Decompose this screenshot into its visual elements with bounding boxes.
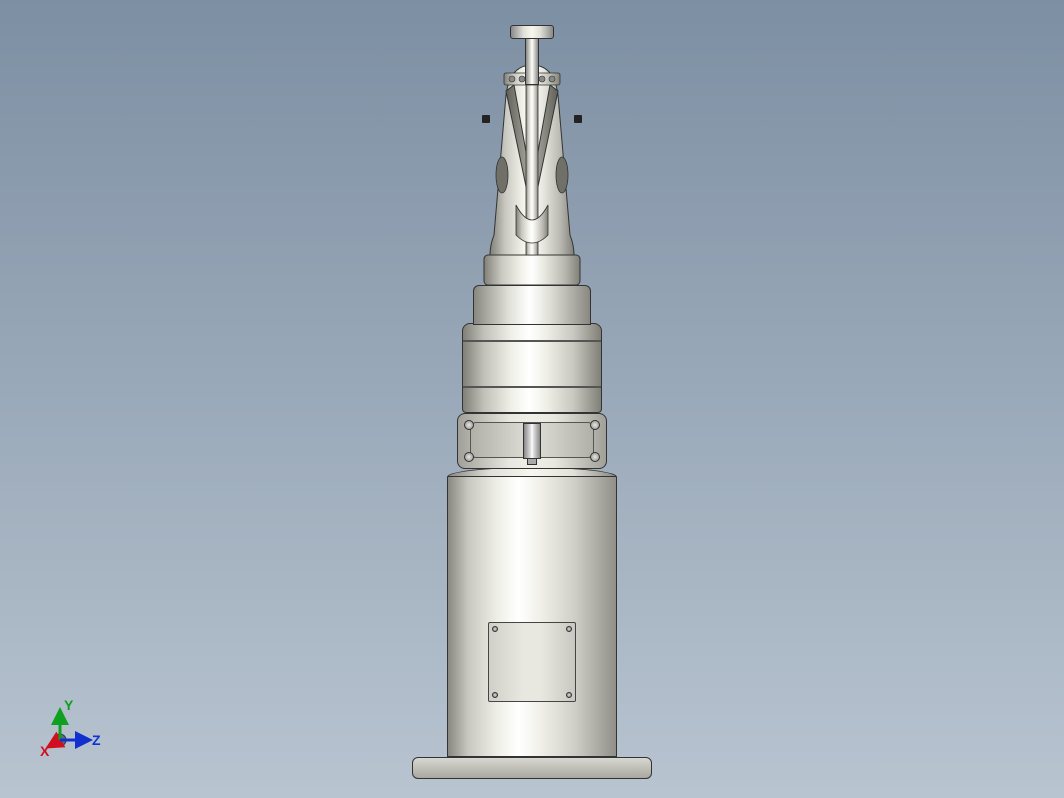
svg-text:Z: Z [92, 732, 101, 748]
screw-icon [492, 692, 498, 698]
collar [473, 285, 591, 325]
arm-head-assembly [476, 55, 588, 285]
bolt-icon [590, 452, 600, 462]
top-shaft [525, 37, 539, 85]
orientation-triad[interactable]: X Y Z [20, 700, 100, 780]
bolt-icon [464, 420, 474, 430]
bolt-icon [464, 452, 474, 462]
axis-z: Z [60, 732, 101, 748]
cad-viewport[interactable]: X Y Z [0, 0, 1064, 798]
svg-text:Y: Y [64, 697, 74, 713]
robot-model[interactable] [402, 19, 662, 779]
base-plate [412, 757, 652, 779]
svg-text:X: X [40, 743, 50, 759]
bolt-icon [590, 420, 600, 430]
joint-cylinder [462, 323, 602, 413]
screw-icon [492, 626, 498, 632]
screw-icon [566, 692, 572, 698]
axis-x: X [40, 740, 60, 759]
center-spindle [523, 423, 541, 459]
access-panel [488, 622, 576, 702]
shaft-cap [510, 25, 554, 39]
axis-y: Y [60, 697, 74, 740]
screw-icon [566, 626, 572, 632]
pedestal-cylinder [447, 477, 617, 757]
